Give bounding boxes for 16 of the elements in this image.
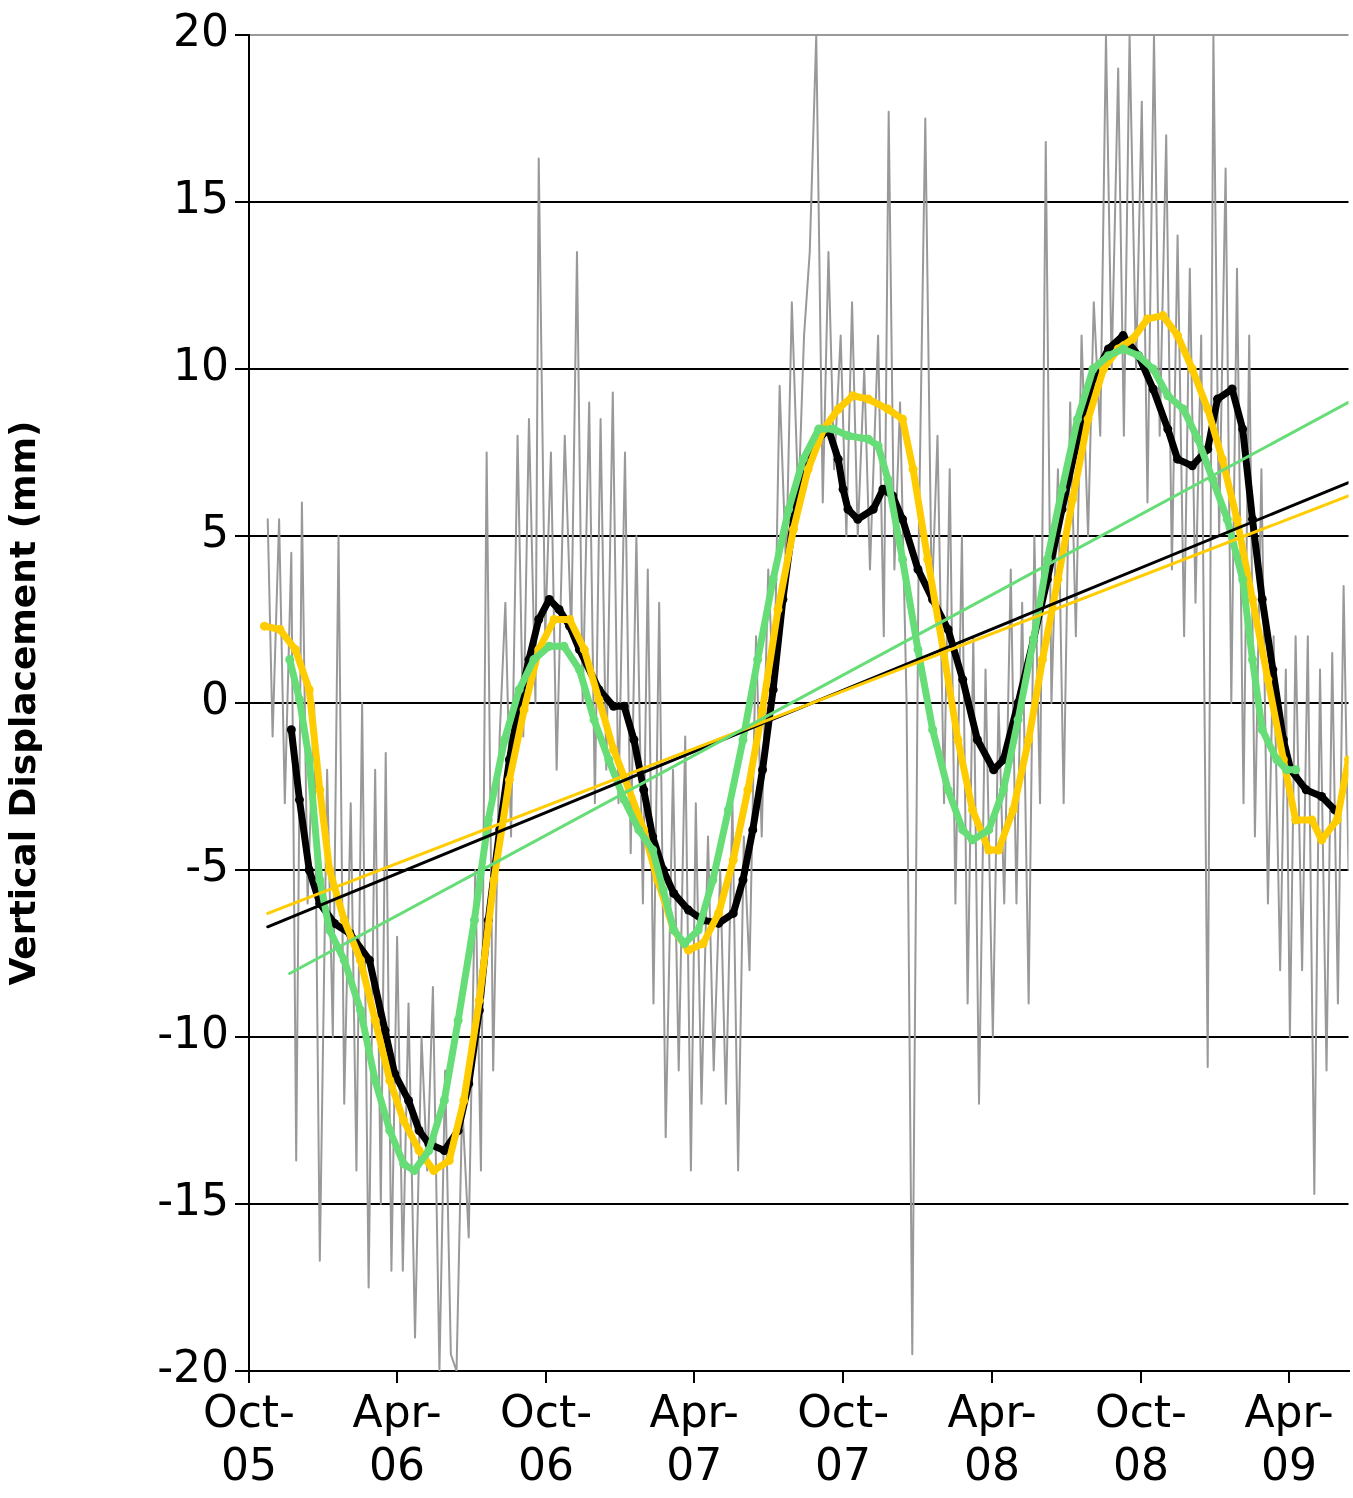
x-tick-label: Oct-08 xyxy=(1094,1385,1187,1490)
y-tick-label: 0 xyxy=(201,673,229,725)
y-tick-label: -5 xyxy=(185,840,229,892)
x-tick-label: Oct-06 xyxy=(500,1385,593,1490)
x-tick-label: Apr-08 xyxy=(947,1385,1037,1490)
x-tick-label: Apr-07 xyxy=(649,1385,739,1490)
y-tick-label: 20 xyxy=(173,5,229,57)
y-tick-label: -15 xyxy=(157,1174,229,1226)
y-tick-label: -10 xyxy=(157,1007,229,1059)
y-tick-label: 10 xyxy=(173,339,229,391)
x-tick-label: Apr-06 xyxy=(352,1385,442,1490)
y-tick-label: 5 xyxy=(201,506,229,558)
x-tick-label: Apr-09 xyxy=(1244,1385,1334,1490)
y-axis-title: Vertical Displacement (mm) xyxy=(1,420,43,986)
y-tick-label: 15 xyxy=(173,172,229,224)
x-tick-label: Oct-07 xyxy=(797,1385,890,1490)
